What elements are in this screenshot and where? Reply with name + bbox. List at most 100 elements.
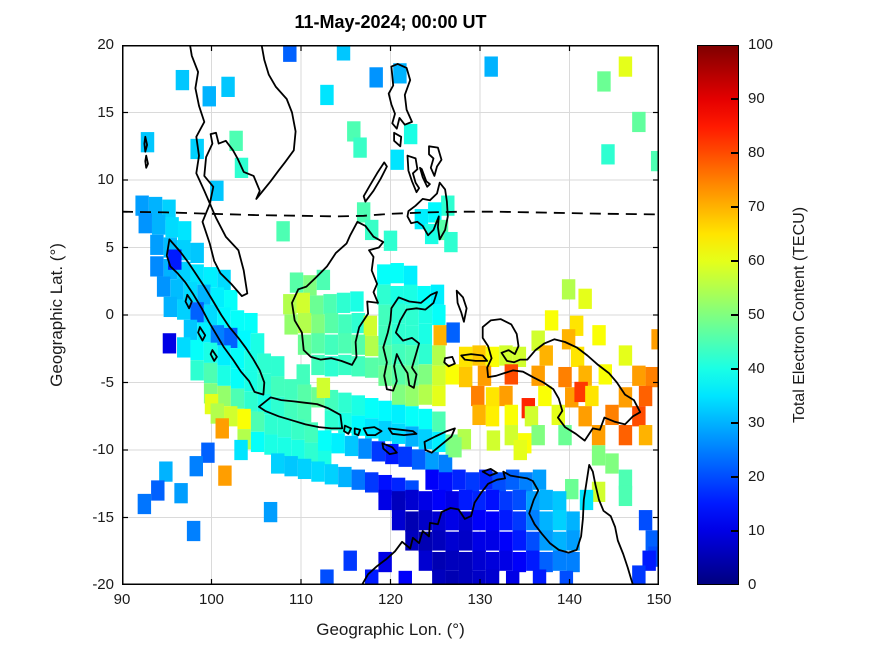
coastline (382, 291, 438, 392)
tec-cell (377, 264, 391, 285)
colorbar-tick-label: 10 (748, 522, 765, 539)
tec-cell (432, 530, 446, 551)
tec-cell (618, 425, 633, 446)
x-axis-label: Geographic Lon. (°) (316, 620, 465, 639)
tec-cell (264, 434, 278, 455)
tec-cell (579, 489, 594, 511)
tec-cell (383, 230, 398, 251)
tec-cell (452, 469, 466, 490)
tec-cell (390, 263, 404, 284)
tec-cell (432, 551, 446, 573)
tec-cell (526, 550, 540, 571)
tec-cell (433, 325, 447, 346)
tec-cell (168, 249, 182, 270)
coastline (165, 238, 266, 396)
coastline (423, 427, 456, 454)
tec-cell (650, 150, 659, 172)
y-tick-label: 15 (97, 103, 114, 121)
tec-cell (552, 531, 567, 552)
tec-cell (551, 404, 566, 426)
tec-cell (311, 461, 325, 482)
tec-cell (378, 420, 392, 442)
tec-cell (458, 489, 473, 511)
tec-cell (558, 366, 572, 388)
tec-cell (499, 510, 513, 531)
colorbar-tick-mark (731, 260, 738, 262)
tec-cell (418, 323, 433, 345)
coastline (291, 220, 385, 366)
tec-cell (403, 265, 418, 286)
tec-cell (237, 408, 251, 430)
tec-cell (432, 489, 446, 511)
tec-cell (250, 411, 265, 432)
tec-cell (471, 385, 485, 407)
tec-cell (445, 550, 459, 571)
tec-cell (642, 550, 656, 571)
tec-cell (391, 384, 406, 405)
tec-cell (170, 279, 184, 300)
coastline (481, 318, 642, 442)
tec-cell (632, 406, 646, 427)
tec-cell (524, 406, 539, 427)
tec-map-canvas (122, 45, 659, 585)
tec-cell (485, 511, 500, 532)
tec-cell (504, 364, 519, 385)
tec-cell (645, 366, 659, 388)
tec-cell (445, 510, 459, 531)
tec-cell (338, 466, 352, 488)
coastline (406, 181, 449, 241)
tec-cell (597, 71, 611, 92)
colorbar-tick-mark (731, 476, 738, 478)
tec-cell (519, 472, 533, 493)
tec-cell (485, 569, 500, 585)
tec-cell (512, 530, 527, 551)
tec-cell (418, 344, 433, 365)
tec-cell (163, 296, 178, 318)
y-axis-label: Geographic Lat. (°) (47, 243, 66, 387)
tec-cell (472, 510, 486, 531)
tec-cell (405, 406, 419, 427)
tec-cell (638, 510, 653, 531)
tec-cell (432, 304, 446, 326)
colorbar-tick-label: 70 (748, 198, 765, 215)
tec-cell (284, 379, 298, 400)
tec-cell (250, 333, 265, 354)
tec-cell (263, 501, 278, 523)
x-tick-label: 120 (377, 591, 404, 608)
tec-cell (632, 565, 646, 585)
tec-cell (351, 395, 365, 416)
colorbar-tick-mark (731, 422, 738, 424)
tec-cell (465, 472, 480, 493)
tec-cell (150, 234, 164, 255)
y-tick-label: -10 (92, 441, 114, 458)
colorbar-label: Total Electron Content (TECU) (791, 206, 808, 424)
tec-cell (289, 272, 304, 293)
tec-cell (202, 86, 216, 107)
tec-cell (244, 350, 258, 372)
tec-cell (230, 310, 245, 331)
tec-cell (297, 458, 312, 480)
coastline (197, 326, 207, 342)
tec-cell (484, 56, 498, 77)
tec-cell (378, 304, 392, 326)
tec-cell (138, 213, 152, 234)
coastline (387, 427, 418, 437)
tec-cell (638, 425, 653, 446)
tec-cell (309, 295, 324, 316)
tec-cell (638, 385, 653, 407)
coastline (257, 396, 344, 430)
tec-cell (197, 284, 211, 305)
tec-cell (190, 302, 204, 323)
tec-cell (499, 491, 513, 512)
coastline (353, 427, 362, 437)
colorbar-tick-label: 20 (748, 468, 765, 485)
tec-cell (505, 570, 520, 585)
tec-cell (177, 221, 192, 242)
tec-cell (544, 310, 559, 331)
tec-cell (531, 425, 545, 446)
tec-cell (458, 366, 473, 388)
tec-cell (377, 284, 391, 305)
tec-cell (162, 199, 176, 220)
coastline (144, 154, 149, 169)
